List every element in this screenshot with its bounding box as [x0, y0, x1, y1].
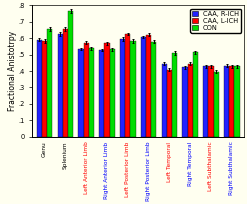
- Bar: [208, 67, 214, 137]
- Bar: [110, 49, 115, 137]
- Bar: [141, 37, 146, 137]
- Bar: [234, 67, 240, 137]
- Bar: [182, 67, 187, 137]
- Bar: [47, 29, 52, 137]
- Bar: [151, 42, 156, 137]
- Bar: [167, 70, 172, 137]
- Bar: [83, 43, 89, 137]
- Bar: [89, 48, 94, 137]
- Bar: [214, 72, 219, 137]
- Bar: [172, 53, 177, 137]
- Bar: [120, 39, 125, 137]
- Bar: [104, 43, 110, 137]
- Bar: [78, 49, 83, 137]
- Bar: [58, 34, 63, 137]
- Bar: [125, 34, 130, 137]
- Bar: [146, 34, 151, 137]
- Bar: [203, 66, 208, 137]
- Bar: [63, 29, 68, 137]
- Bar: [130, 41, 136, 137]
- Bar: [99, 50, 104, 137]
- Bar: [224, 66, 229, 137]
- Y-axis label: Fractional Anistotrpy: Fractional Anistotrpy: [8, 31, 17, 111]
- Bar: [162, 64, 167, 137]
- Bar: [187, 64, 193, 137]
- Bar: [193, 52, 198, 137]
- Legend: CAA, R-ICH, CAA, L-ICH, CON: CAA, R-ICH, CAA, L-ICH, CON: [190, 9, 241, 33]
- Bar: [37, 40, 42, 137]
- Bar: [68, 11, 73, 137]
- Bar: [229, 66, 234, 137]
- Bar: [42, 41, 47, 137]
